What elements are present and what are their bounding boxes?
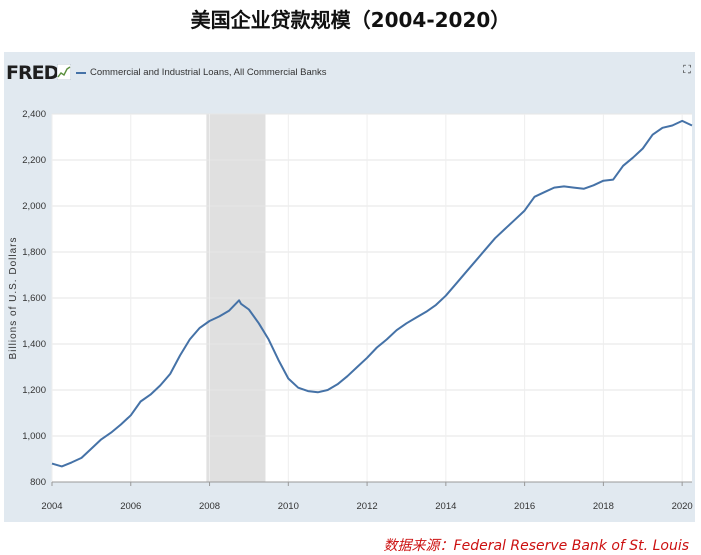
x-tick-label: 2020 xyxy=(672,501,693,512)
x-tick-label: 2008 xyxy=(199,501,220,512)
x-tick-label: 2018 xyxy=(593,501,614,512)
chart-legend: Commercial and Industrial Loans, All Com… xyxy=(76,67,327,78)
x-tick-label: 2004 xyxy=(41,501,62,512)
y-tick-label: 1,200 xyxy=(22,385,46,396)
y-tick-label: 1,800 xyxy=(22,247,46,258)
y-tick-label: 1,400 xyxy=(22,339,46,350)
source-note: 数据来源：Federal Reserve Bank of St. Louis xyxy=(383,538,689,554)
legend-swatch xyxy=(76,71,86,74)
y-tick-label: 1,000 xyxy=(22,431,46,442)
y-tick-label: 2,000 xyxy=(22,201,46,212)
expand-icon[interactable]: ⛶ xyxy=(683,63,691,76)
y-axis-label: Billions of U.S. Dollars xyxy=(8,237,19,360)
x-tick-label: 2014 xyxy=(435,501,456,512)
fred-graph-icon xyxy=(57,64,71,80)
legend-series-name: Commercial and Industrial Loans, All Com… xyxy=(90,67,327,78)
y-tick-label: 2,400 xyxy=(22,109,46,120)
x-tick-label: 2006 xyxy=(120,501,141,512)
y-tick-label: 2,200 xyxy=(22,155,46,166)
x-tick-label: 2010 xyxy=(278,501,299,512)
page-title: 美国企业贷款规模（2004-2020） xyxy=(190,8,511,32)
fred-logo: FRED xyxy=(6,62,59,84)
y-tick-label: 800 xyxy=(30,477,46,488)
x-tick-label: 2016 xyxy=(514,501,535,512)
x-tick-label: 2012 xyxy=(357,501,378,512)
series-line xyxy=(51,119,693,468)
y-tick-label: 1,600 xyxy=(22,293,46,304)
